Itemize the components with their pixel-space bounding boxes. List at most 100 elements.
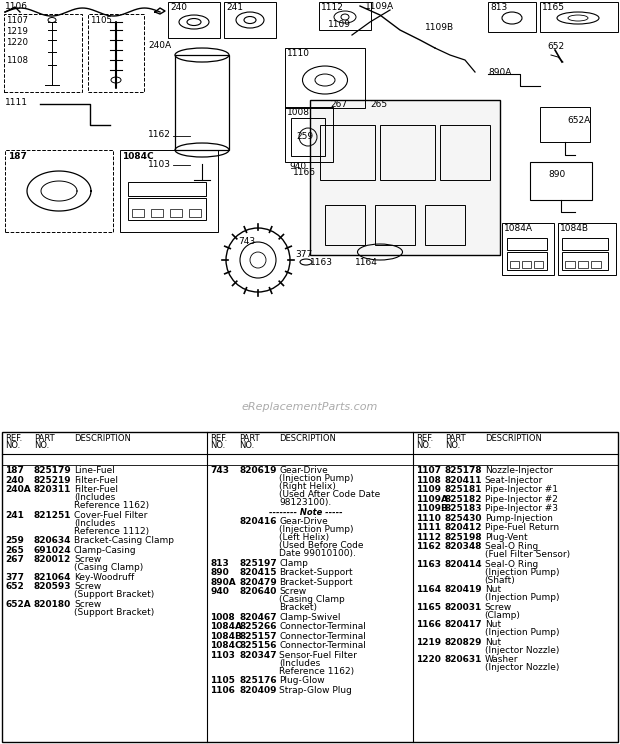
Text: 652: 652	[5, 582, 24, 591]
Bar	[224, 2, 276, 38]
Text: 652A: 652A	[567, 116, 590, 125]
Text: Pipe-Injector #3: Pipe-Injector #3	[485, 504, 557, 513]
Text: 820180: 820180	[34, 600, 71, 609]
Text: 825181: 825181	[445, 485, 482, 494]
Text: 1112: 1112	[321, 3, 344, 12]
Text: 1084C: 1084C	[122, 152, 154, 161]
Bar	[128, 198, 206, 220]
Text: (Fuel Filter Sensor): (Fuel Filter Sensor)	[485, 550, 570, 559]
Text: 820311: 820311	[34, 485, 71, 494]
Bar	[591, 261, 601, 268]
Text: (Includes: (Includes	[74, 493, 115, 502]
Text: (Clamp): (Clamp)	[485, 611, 521, 620]
Text: (Injector Nozzle): (Injector Nozzle)	[485, 663, 559, 672]
Text: Date 99010100).: Date 99010100).	[280, 549, 356, 558]
Text: (Right Helix): (Right Helix)	[280, 482, 336, 491]
Text: Cover-Fuel Filter: Cover-Fuel Filter	[74, 510, 148, 519]
Text: Reference 1162): Reference 1162)	[280, 667, 355, 676]
Text: NO.: NO.	[239, 441, 255, 450]
Text: 1110: 1110	[287, 49, 310, 58]
Text: Reference 1162): Reference 1162)	[74, 501, 149, 510]
Text: NO.: NO.	[34, 441, 49, 450]
Text: 743: 743	[210, 466, 229, 475]
Bar	[562, 238, 608, 250]
Text: 240: 240	[170, 3, 187, 12]
Bar	[425, 205, 465, 245]
Text: Sensor-Fuel Filter: Sensor-Fuel Filter	[280, 650, 357, 659]
Text: 825156: 825156	[239, 641, 277, 650]
Text: 1109: 1109	[415, 485, 441, 494]
Text: 820412: 820412	[445, 523, 482, 532]
Text: 1107: 1107	[6, 16, 28, 25]
Text: Filter-Fuel: Filter-Fuel	[74, 475, 118, 484]
Text: 820347: 820347	[239, 650, 277, 659]
Bar	[291, 118, 325, 156]
Bar	[530, 162, 592, 200]
Text: 813: 813	[210, 559, 229, 568]
Bar	[380, 125, 435, 180]
Text: (Used After Code Date: (Used After Code Date	[280, 490, 381, 499]
Text: 265: 265	[370, 100, 387, 109]
Text: 743: 743	[238, 237, 255, 246]
Bar	[507, 252, 547, 270]
Text: 820411: 820411	[445, 475, 482, 484]
Text: 825197: 825197	[239, 559, 277, 568]
Text: 1164: 1164	[355, 258, 378, 267]
Text: 820409: 820409	[239, 685, 277, 694]
Text: 825198: 825198	[445, 533, 482, 542]
Text: 259: 259	[296, 132, 313, 141]
Text: 820479: 820479	[239, 577, 277, 586]
Text: (Used Before Code: (Used Before Code	[280, 541, 364, 550]
Text: 1163: 1163	[415, 559, 441, 568]
Text: 1109A: 1109A	[365, 2, 394, 11]
Text: 691024: 691024	[34, 545, 72, 554]
Text: (Injector Nozzle): (Injector Nozzle)	[485, 646, 559, 655]
Text: Bracket): Bracket)	[280, 603, 317, 612]
Text: 265: 265	[5, 545, 24, 554]
Text: Clamp-Casing: Clamp-Casing	[74, 545, 136, 554]
Bar	[170, 209, 182, 217]
Text: 820619: 820619	[239, 466, 277, 475]
Bar	[5, 150, 113, 232]
Bar	[375, 205, 415, 245]
Bar	[578, 261, 588, 268]
Text: 825266: 825266	[239, 622, 277, 631]
Text: Connector-Terminal: Connector-Terminal	[280, 622, 366, 631]
Text: DESCRIPTION: DESCRIPTION	[280, 434, 336, 443]
Text: -------- Note -----: -------- Note -----	[269, 507, 343, 516]
Ellipse shape	[244, 16, 256, 24]
Text: 820031: 820031	[445, 603, 482, 612]
Text: 241: 241	[5, 510, 24, 519]
Text: NO.: NO.	[415, 441, 431, 450]
Text: Screw: Screw	[485, 603, 512, 612]
Bar	[168, 2, 220, 38]
Ellipse shape	[341, 14, 349, 20]
Text: Seal-O Ring: Seal-O Ring	[485, 542, 538, 551]
Text: PART: PART	[445, 434, 465, 443]
Text: 1105: 1105	[210, 676, 235, 685]
Text: 1219: 1219	[6, 27, 28, 36]
Text: 825183: 825183	[445, 504, 482, 513]
Text: 820829: 820829	[445, 638, 482, 647]
Bar	[510, 261, 519, 268]
Bar	[120, 150, 218, 232]
Text: Seat-Injector: Seat-Injector	[485, 475, 543, 484]
Text: 820417: 820417	[445, 620, 482, 629]
Text: 241: 241	[226, 3, 243, 12]
Text: 1162: 1162	[148, 130, 171, 139]
Text: DESCRIPTION: DESCRIPTION	[485, 434, 541, 443]
Text: (Injection Pump): (Injection Pump)	[280, 474, 354, 483]
Text: Connector-Terminal: Connector-Terminal	[280, 641, 366, 650]
Bar	[558, 223, 616, 275]
Text: DESCRIPTION: DESCRIPTION	[74, 434, 131, 443]
Bar	[4, 14, 82, 92]
Bar	[522, 261, 531, 268]
Bar	[534, 261, 543, 268]
Bar	[320, 125, 375, 180]
Text: Nut: Nut	[485, 585, 501, 594]
Text: Bracket-Casing Clamp: Bracket-Casing Clamp	[74, 536, 174, 545]
Bar	[132, 209, 144, 217]
Bar	[507, 238, 547, 250]
Text: 825179: 825179	[34, 466, 72, 475]
Text: 1166: 1166	[293, 168, 316, 177]
